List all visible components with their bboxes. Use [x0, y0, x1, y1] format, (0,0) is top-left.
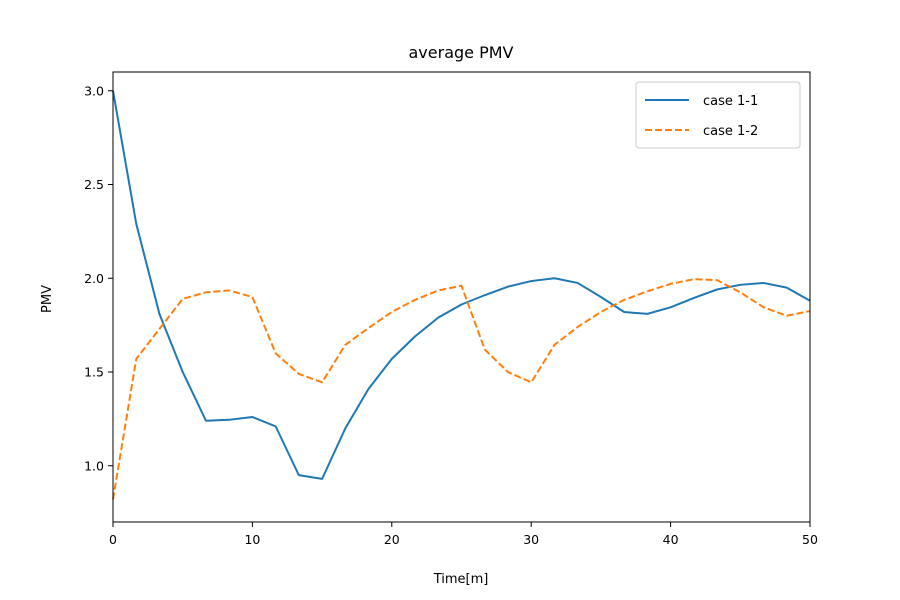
series-line-1	[112, 90, 811, 480]
series-line-2	[112, 278, 811, 500]
legend-box	[635, 81, 801, 149]
x-axis-label: Time[m]	[433, 572, 489, 587]
x-tick-label: 40	[663, 532, 679, 547]
y-tick-label: 2.5	[84, 177, 104, 192]
y-tick-label: 2.0	[84, 271, 104, 286]
plot-frame	[112, 71, 811, 523]
x-axis-ticks: 0 10 20 30 40 50	[109, 522, 818, 547]
x-tick-label: 20	[384, 532, 400, 547]
legend: case 1-1 case 1-2	[635, 81, 801, 149]
y-axis-label: PMV	[40, 285, 55, 313]
x-tick-label: 10	[244, 532, 260, 547]
y-tick-label: 1.0	[84, 458, 104, 473]
legend-label-2: case 1-2	[703, 124, 758, 139]
y-axis-ticks: 1.0 1.5 2.0 2.5 3.0	[84, 83, 113, 473]
y-tick-label: 1.5	[84, 365, 104, 380]
x-tick-label: 30	[523, 532, 539, 547]
plot-area	[112, 71, 811, 523]
legend-label-1: case 1-1	[703, 94, 758, 109]
x-tick-label: 0	[109, 532, 117, 547]
chart-title: average PMV	[409, 43, 514, 62]
x-tick-label: 50	[802, 532, 818, 547]
y-tick-label: 3.0	[84, 83, 104, 98]
